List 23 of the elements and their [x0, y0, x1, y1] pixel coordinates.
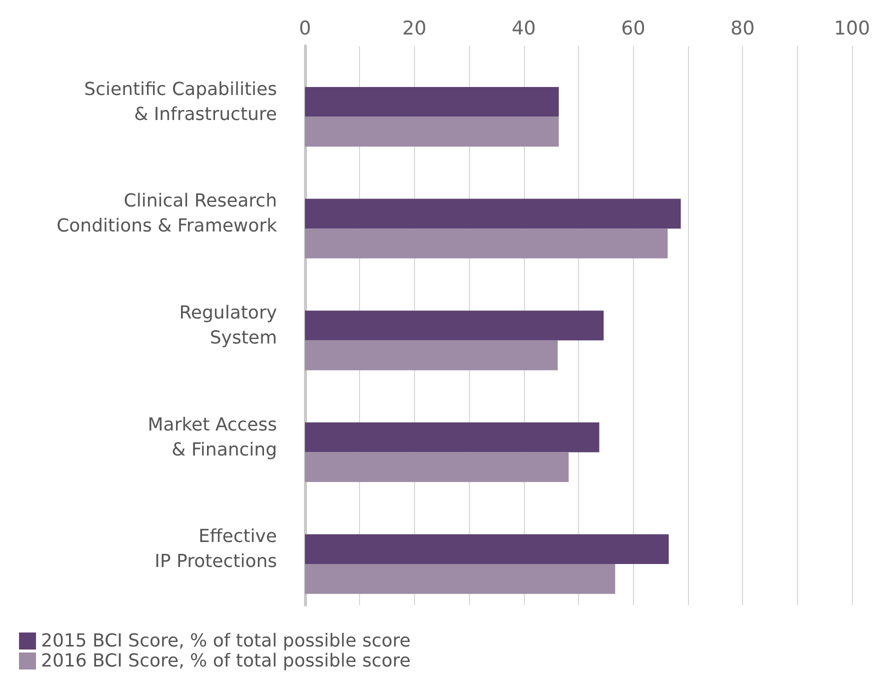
- y-tick-label: Effective IP Protections: [154, 526, 277, 572]
- y-tick-label: Scientific Capabilities & Infrastructure: [84, 78, 277, 125]
- bar: [305, 534, 669, 564]
- y-tick-label: Clinical Research Conditions & Framework: [56, 190, 278, 237]
- y-tick-label: Regulatory System: [179, 302, 278, 348]
- legend-label: 2015 BCI Score, % of total possible score: [41, 630, 411, 652]
- x-tick-label: 60: [621, 18, 646, 40]
- y-tick-label: Market Access & Financing: [148, 414, 277, 460]
- bar: [305, 86, 559, 117]
- legend-label: 2016 BCI Score, % of total possible score: [41, 650, 411, 672]
- x-tick-label: 80: [730, 18, 755, 40]
- bar: [305, 198, 681, 229]
- x-tick-label: 20: [402, 18, 426, 40]
- x-tick-label: 100: [834, 18, 870, 40]
- bar: [305, 116, 559, 147]
- bar: [305, 422, 600, 452]
- bar: [305, 340, 558, 370]
- x-tick-label: 0: [298, 18, 312, 40]
- x-tick-label: 40: [512, 18, 536, 40]
- bar: [305, 564, 616, 594]
- bar: [305, 452, 569, 482]
- bar: [305, 310, 604, 340]
- bar: [305, 228, 668, 258]
